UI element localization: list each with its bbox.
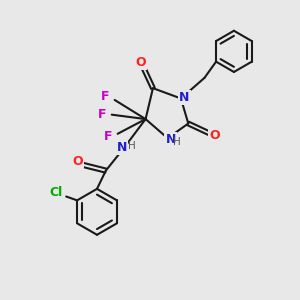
Text: O: O xyxy=(136,56,146,69)
Text: F: F xyxy=(98,108,106,121)
Text: O: O xyxy=(209,129,220,142)
Text: N: N xyxy=(179,91,190,104)
Text: N: N xyxy=(117,141,127,154)
Text: F: F xyxy=(101,91,109,103)
Text: H: H xyxy=(128,141,136,151)
Text: F: F xyxy=(103,130,112,143)
Text: O: O xyxy=(73,155,83,168)
Text: Cl: Cl xyxy=(49,186,62,199)
Text: N: N xyxy=(165,133,176,146)
Text: H: H xyxy=(173,137,181,147)
